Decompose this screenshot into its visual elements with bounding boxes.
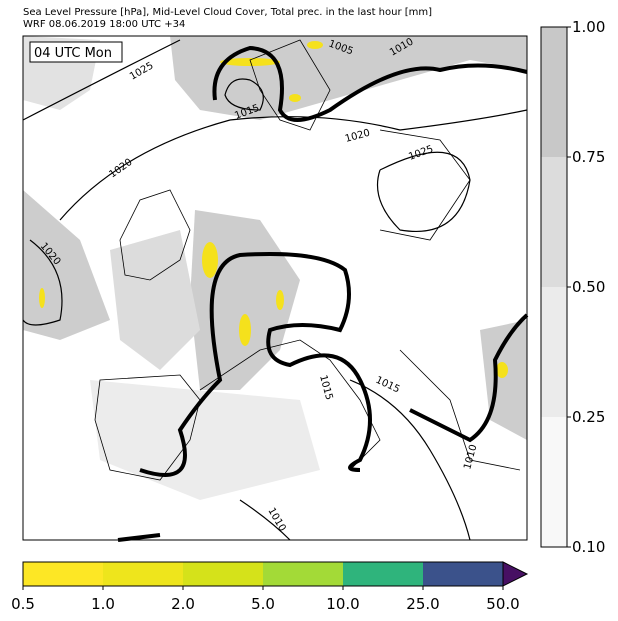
precip-tick-label: 5.0	[251, 595, 275, 613]
coastlines	[94, 39, 521, 481]
precip-color-band	[183, 562, 263, 586]
time-box	[29, 41, 123, 63]
precip-tick-label: 2.0	[171, 595, 195, 613]
precip-color-band	[23, 562, 103, 586]
isobars	[22, 39, 528, 541]
precip-color-band	[423, 562, 503, 586]
map-frame	[22, 35, 528, 541]
precip-tick-label: 10.0	[326, 595, 359, 613]
cloud-tick-label: 1.00	[572, 18, 605, 36]
precip-tick-label: 25.0	[406, 595, 439, 613]
subtitle: WRF 08.06.2019 18:00 UTC +34	[23, 19, 185, 30]
precip-color-band	[263, 562, 343, 586]
isobar-1015-bold	[117, 45, 529, 542]
precip-tick-label: 0.5	[11, 595, 35, 613]
precip-color-band	[343, 562, 423, 586]
title: Sea Level Pressure [hPa], Mid-Level Clou…	[23, 7, 432, 18]
cloud-color-band	[541, 287, 567, 417]
cloud-tick-label: 0.10	[572, 538, 605, 556]
cloud-tick-label: 0.75	[572, 148, 605, 166]
time-label: 04 UTC Mon	[34, 46, 112, 61]
cloud-tick-label: 0.50	[572, 278, 605, 296]
cloud-color-band	[541, 157, 567, 287]
cloud-color-band	[541, 27, 567, 157]
cloud-color-band	[541, 417, 567, 547]
map: 04 UTC Mon 1005 1010 1025 1015 1020 1025…	[22, 35, 529, 542]
precipitation	[39, 41, 508, 378]
precip-extend	[502, 561, 529, 587]
cloud-tick-label: 0.25	[572, 408, 605, 426]
precip-color-band	[103, 562, 183, 586]
cloud-cover	[23, 36, 527, 500]
precip-tick-label: 1.0	[91, 595, 115, 613]
precip-tick-label: 50.0	[486, 595, 519, 613]
